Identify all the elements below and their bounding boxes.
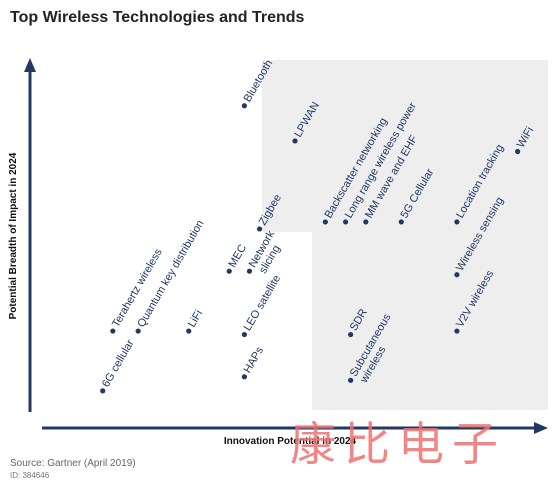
- point-sdr: [348, 331, 354, 338]
- point-network-slicing: [246, 268, 253, 274]
- point-label-6g-cellular: 6G cellular: [100, 338, 137, 390]
- point-backscatter-networking: [322, 219, 328, 225]
- point-wifi: [515, 148, 521, 155]
- point-leo-satellite: [241, 331, 247, 338]
- point-lpwan: [292, 138, 298, 144]
- point-v2v-wireless: [454, 328, 460, 334]
- shaded-region: [262, 60, 548, 410]
- axes: [24, 58, 548, 434]
- point-bluetooth: [241, 103, 247, 109]
- point-quantum-key-distribution: [135, 328, 141, 334]
- point-long-range-wireless-power: [343, 219, 349, 225]
- point-label-lifi: LiFi: [186, 308, 205, 329]
- point-subcutaneous-wireless: [348, 377, 354, 383]
- x-axis-arrow: [534, 422, 548, 434]
- chart-title: Top Wireless Technologies and Trends: [10, 9, 305, 26]
- point-terahertz-wireless: [110, 328, 116, 334]
- point-label-mec: MEC: [226, 242, 249, 269]
- y-axis-arrow: [24, 58, 36, 72]
- point-mm-wave-and-ehf: [363, 219, 369, 225]
- point-lifi: [186, 328, 192, 334]
- point-haps: [241, 374, 247, 380]
- point-zigbee: [256, 226, 263, 232]
- point-label-leo-satellite: LEO satellite: [242, 273, 284, 333]
- y-axis-title: Potential Breadth of Impact in 2024: [8, 152, 19, 319]
- point-wireless-sensing: [454, 272, 460, 278]
- document-id: ID: 384646: [10, 471, 50, 480]
- point-mec: [226, 268, 232, 274]
- point-label-network-slicing: Networkslicing: [247, 228, 288, 275]
- x-axis-title: Innovation Potential in 2024: [224, 436, 357, 447]
- source-note: Source: Gartner (April 2019): [10, 458, 136, 469]
- point-6g-cellular: [100, 388, 106, 394]
- point-5g-cellular: [398, 219, 404, 225]
- point-label-haps: HAPs: [242, 345, 267, 376]
- point-location-tracking: [454, 219, 460, 225]
- watermark-text: 康比电子: [290, 417, 506, 471]
